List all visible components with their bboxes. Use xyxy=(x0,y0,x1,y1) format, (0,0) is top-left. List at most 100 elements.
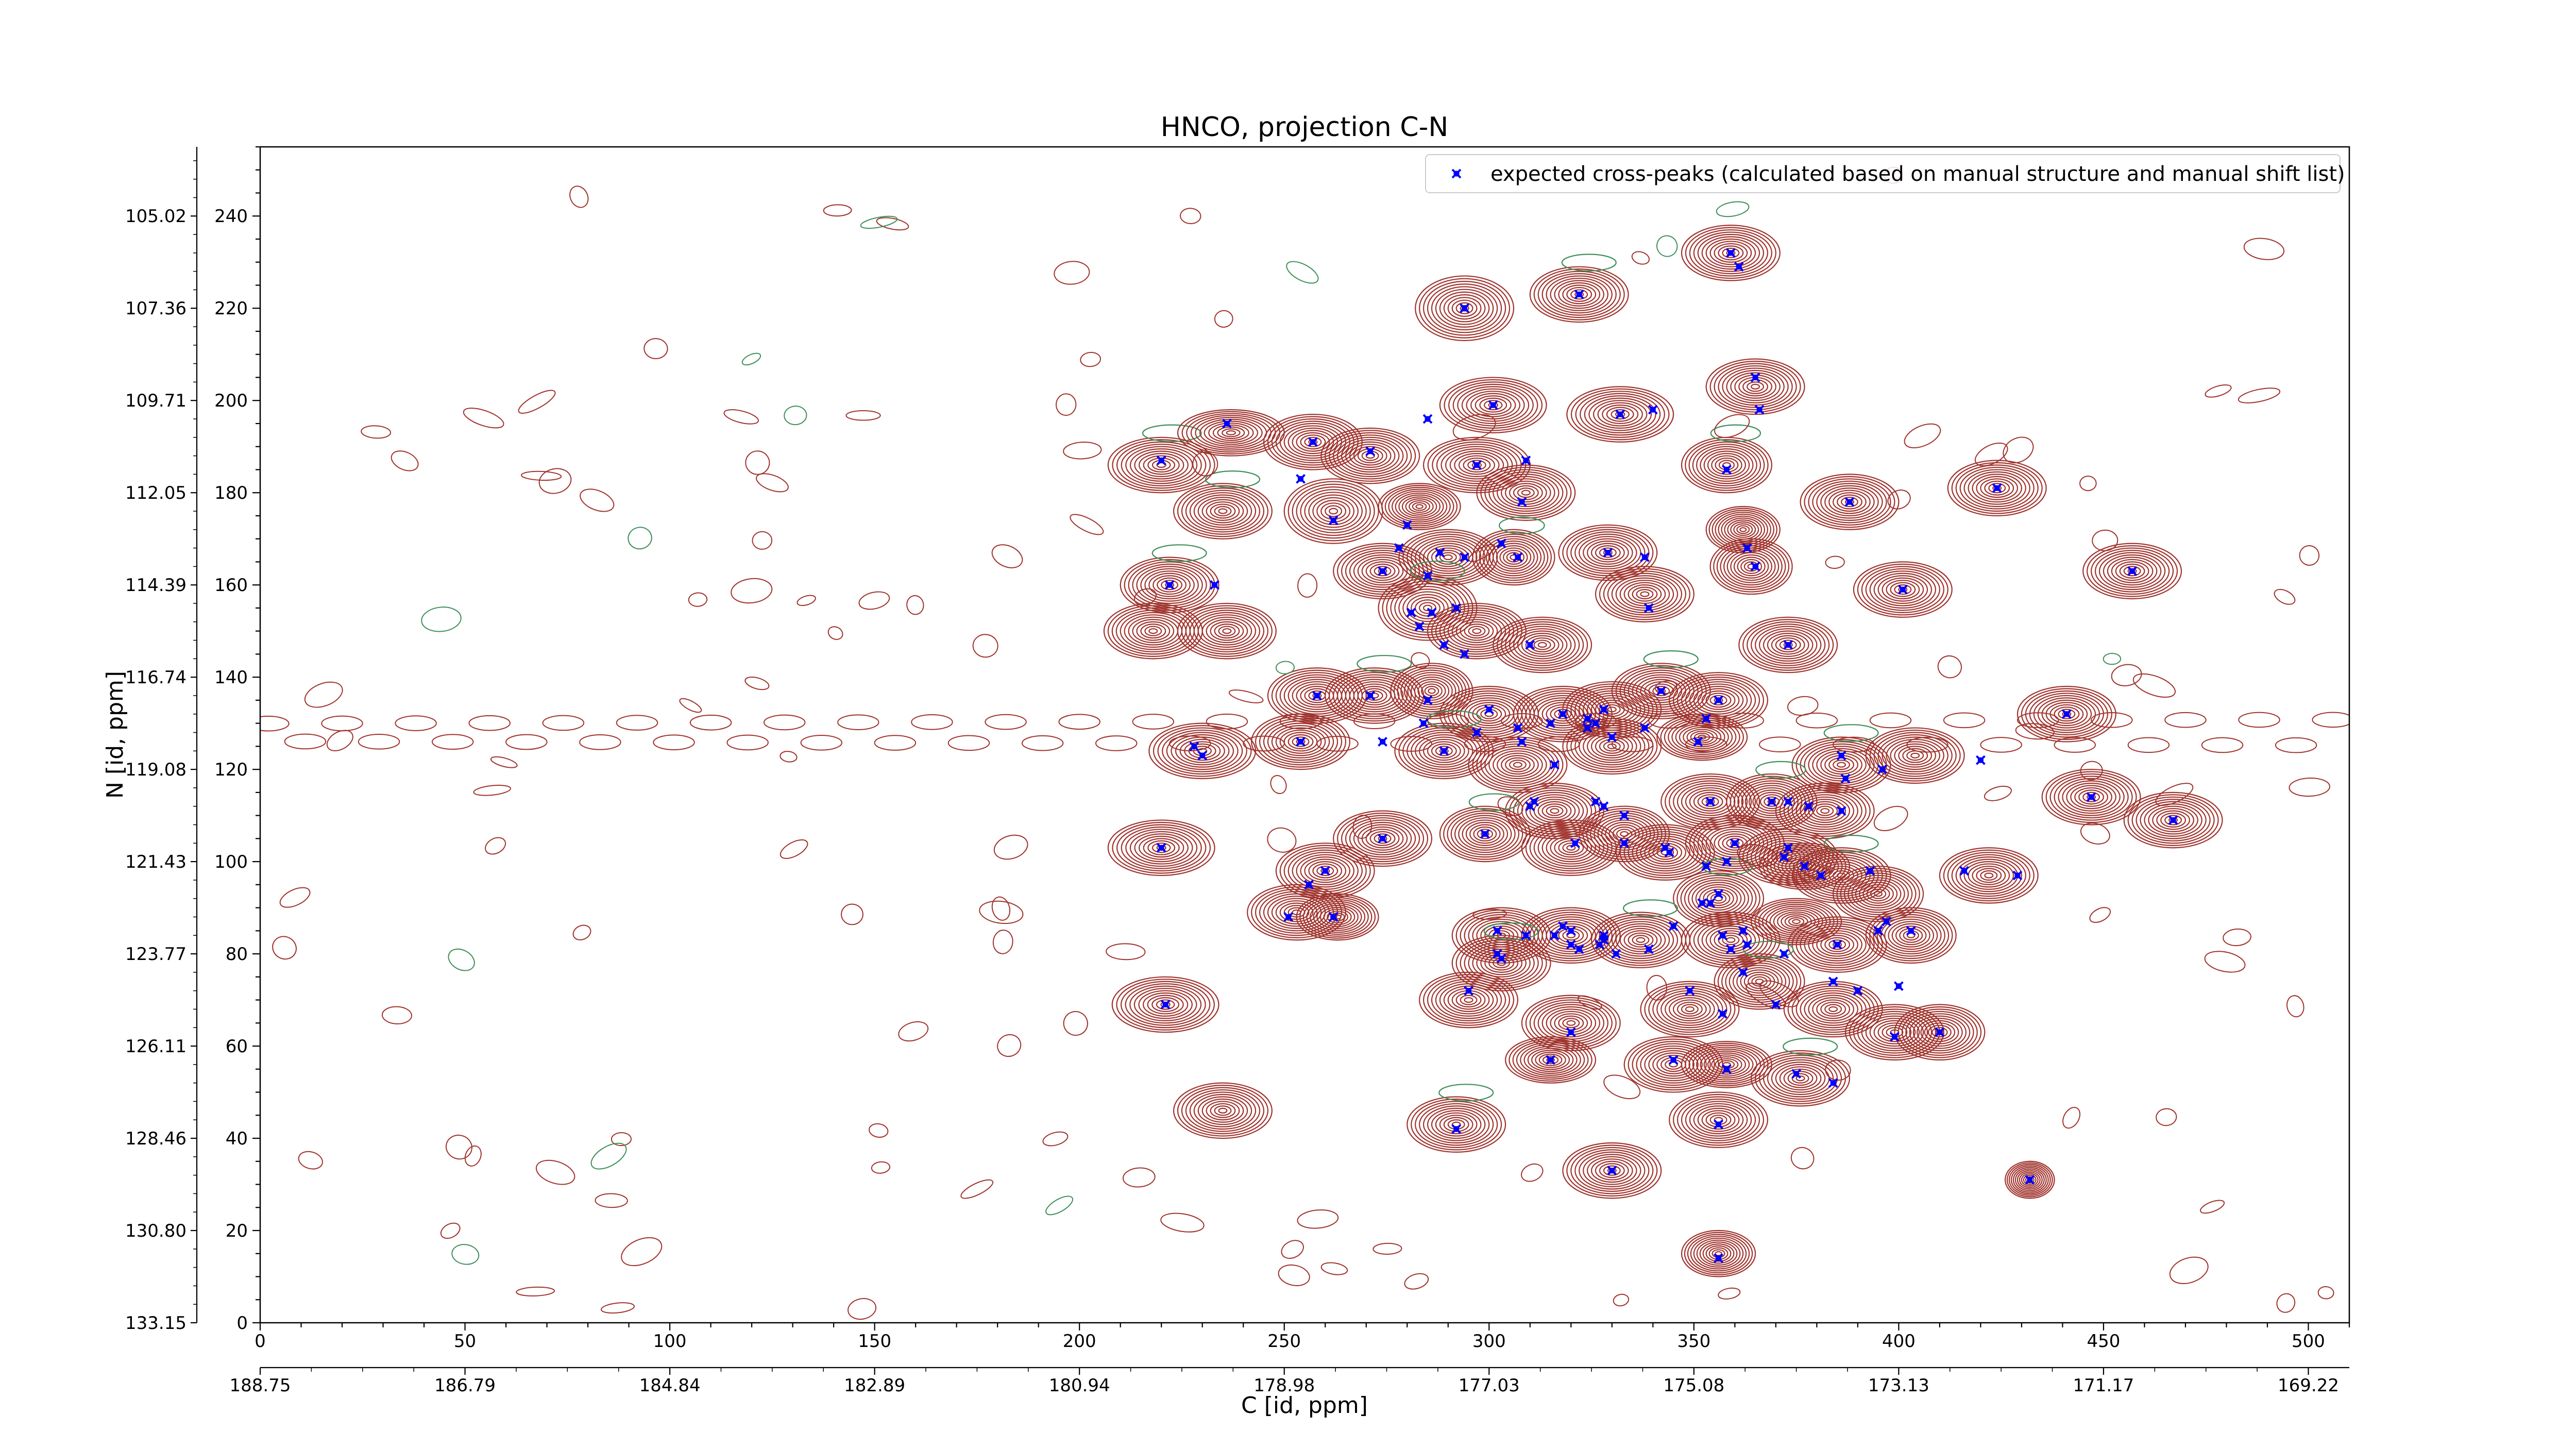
contour-ring xyxy=(1739,527,1747,532)
contour-ring xyxy=(1521,907,1621,964)
contour-ring xyxy=(1550,277,1608,311)
noise-band-contour xyxy=(2054,737,2096,753)
cross-peak-marker xyxy=(1529,797,1539,807)
contour-ring xyxy=(1751,624,1826,666)
y-ppm-tick-label: 116.74 xyxy=(125,667,187,688)
contour-ring xyxy=(1323,908,1352,925)
contour-ring xyxy=(1709,538,1793,595)
noise-contour xyxy=(841,903,863,925)
contour-ring xyxy=(1214,506,1232,517)
marker-stroke xyxy=(1414,621,1425,632)
marker-stroke xyxy=(1496,953,1506,964)
noise-band-contour xyxy=(1353,713,1396,729)
contour-ring xyxy=(1701,796,1719,807)
cross-peak-marker xyxy=(1714,1253,1723,1263)
x-axis: 0 50 100 150 200 250 300 350 400 450 500 xyxy=(255,1323,2350,1352)
contour-ring xyxy=(1484,953,1519,973)
noise-contour xyxy=(993,834,1028,860)
contour-ring xyxy=(1669,672,1769,729)
cross-peak-marker xyxy=(1156,843,1166,853)
marker-stroke xyxy=(1439,640,1449,650)
negative-contour xyxy=(1499,516,1545,534)
noise-band-contour xyxy=(1095,735,1138,751)
cross-peak-marker xyxy=(1210,580,1219,590)
contour-ring xyxy=(1497,752,1539,777)
contour-ring xyxy=(1464,624,1490,639)
noise-band-contour xyxy=(689,714,732,731)
marker-stroke xyxy=(1418,718,1429,729)
cross-peak-marker xyxy=(1492,925,1502,936)
contour-ring xyxy=(1891,923,1930,948)
contour-ring xyxy=(1672,870,1765,927)
y-tick-label: 240 xyxy=(214,206,248,227)
cross-peak-marker xyxy=(1365,690,1376,701)
contour-ring xyxy=(2010,1165,2049,1194)
contour-ring xyxy=(1791,918,1883,971)
contour-ring xyxy=(1435,746,1453,756)
cross-peak-marker xyxy=(1189,741,1199,751)
cross-peak-marker xyxy=(1488,400,1498,410)
contour-ring xyxy=(1333,672,1416,719)
negative-contour xyxy=(1151,544,1207,562)
marker-stroke xyxy=(1546,1055,1555,1065)
contour-ring xyxy=(1171,734,1234,768)
marker-stroke xyxy=(1730,838,1740,848)
marker-stroke xyxy=(1160,1000,1171,1009)
contour-ring xyxy=(1179,738,1225,763)
contour-ring xyxy=(1435,1112,1478,1137)
contour-ring xyxy=(1615,925,1666,955)
contour-ring xyxy=(1812,480,1887,524)
contour-ring xyxy=(1134,833,1189,863)
cross-peak-marker xyxy=(1722,856,1732,867)
cross-peak-marker xyxy=(1975,755,1986,765)
contour-ring xyxy=(2025,1176,2035,1184)
contour-ring xyxy=(1603,570,1687,618)
contour-ring xyxy=(1976,868,2002,883)
cross-peak-marker xyxy=(1574,289,1584,299)
negative-contour xyxy=(1823,834,1879,853)
contour-ring xyxy=(1644,983,1736,1035)
contour-ring xyxy=(1139,835,1184,860)
contour-ring xyxy=(1767,1059,1834,1098)
cross-peak-marker xyxy=(1164,580,1175,590)
marker-stroke xyxy=(1668,921,1679,931)
cross-peak-marker xyxy=(1570,838,1580,848)
cross-peak-marker xyxy=(1619,838,1630,848)
noise-contour xyxy=(1070,514,1104,535)
contour-ring xyxy=(2054,706,2080,722)
noise-contour xyxy=(2156,1108,2177,1126)
contour-ring xyxy=(1672,999,1707,1019)
marker-stroke xyxy=(1779,852,1789,862)
noise-contour xyxy=(473,784,511,796)
contour-ring xyxy=(1279,729,1322,754)
contour-ring xyxy=(1124,614,1183,648)
cross-peak-marker xyxy=(1156,456,1166,465)
legend-marker xyxy=(1451,169,1462,179)
noise-band-contour xyxy=(1611,736,1654,752)
contour-ring xyxy=(1308,494,1359,528)
marker-stroke xyxy=(1800,861,1809,871)
cross-peak-marker xyxy=(1828,1078,1838,1088)
contour-ring xyxy=(1726,369,1785,403)
marker-stroke xyxy=(1783,640,1793,650)
contour-ring xyxy=(1520,1043,1581,1076)
marker-stroke xyxy=(1722,856,1732,867)
contour-ring xyxy=(1685,1006,1694,1013)
contour-ring xyxy=(1558,524,1658,581)
contour-ring xyxy=(1676,1001,1703,1017)
contour-ring xyxy=(1570,722,1654,770)
contour-ring xyxy=(1917,1018,1963,1047)
contour-ring xyxy=(1521,633,1564,657)
noise-contour xyxy=(580,488,615,512)
contour-ring xyxy=(1197,497,1248,526)
contour-ring xyxy=(1455,302,1473,314)
contour-ring xyxy=(1531,1050,1570,1070)
cross-peak-marker xyxy=(1701,861,1711,871)
noise-band-contour xyxy=(874,735,917,751)
contour-ring xyxy=(1619,826,1711,879)
cross-peak-marker xyxy=(1722,465,1732,475)
cross-peak-marker xyxy=(1730,838,1740,848)
noise-band-contour xyxy=(616,715,658,731)
contour-ring xyxy=(1792,919,1801,924)
contour-ring xyxy=(1988,483,2006,494)
